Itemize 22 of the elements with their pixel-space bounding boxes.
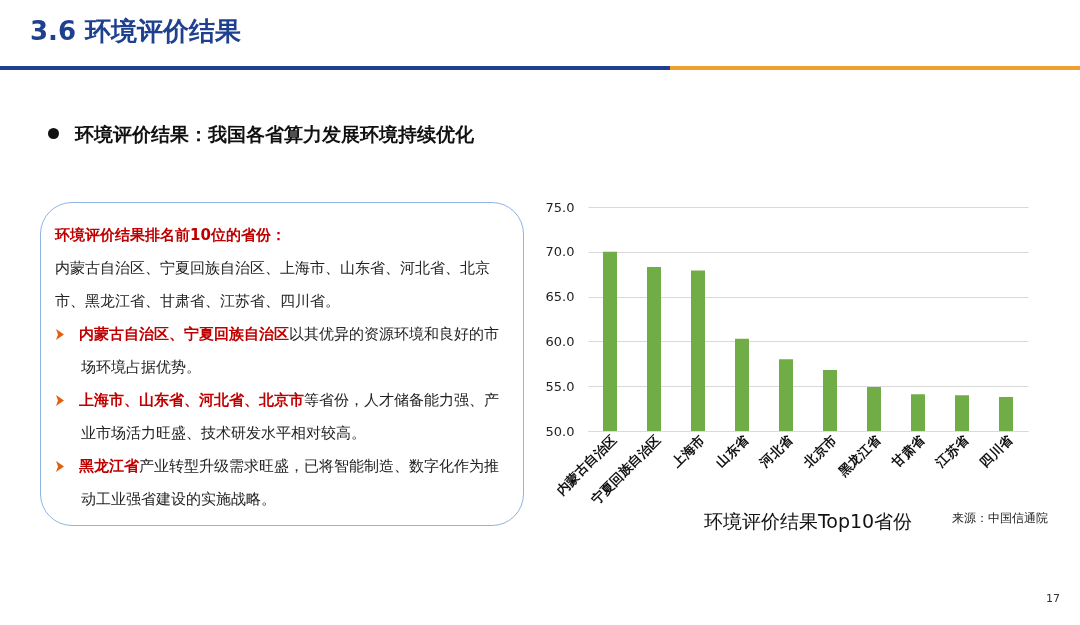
text: 3.6 环境评价结果	[30, 15, 242, 48]
text: 环境评价结果Top10省份	[703, 509, 913, 532]
text: 内蒙古自治区、宁夏回族自治区、上海市、山东省、河北省、北京市、黑龙江省、甘肃省、江苏省、四川省。	[55, 258, 491, 312]
y-tick-label: 60.0	[545, 333, 575, 349]
text: 环境评价结果排名前10位的省份：	[55, 225, 287, 246]
source-note: 来源：中国信通院	[952, 510, 1048, 527]
x-tick-label: 山东省	[713, 431, 752, 471]
text: 17	[1046, 592, 1060, 605]
text: 环境评价结果：我国各省算力发展环境持续优化	[73, 122, 474, 147]
text: 内蒙古自治区、宁夏回族自治区	[79, 325, 289, 343]
x-tick-label: 甘肃省	[888, 431, 928, 471]
x-tick-label: 黑龙江省	[835, 431, 884, 481]
x-tick-label: 上海市	[668, 432, 708, 471]
y-tick-label: 55.0	[545, 378, 575, 394]
y-tick-label: 75.0	[545, 199, 575, 215]
y-tick-label: 70.0	[545, 244, 575, 260]
x-tick-label: 河北省	[756, 431, 796, 471]
y-tick-label: 50.0	[545, 423, 575, 439]
y-tick-label: 65.0	[545, 289, 575, 305]
x-tick-label: 四川省	[977, 431, 1016, 471]
x-tick-label: 江苏省	[932, 431, 972, 471]
text: 上海市、山东省、河北省、北京市	[79, 391, 304, 409]
